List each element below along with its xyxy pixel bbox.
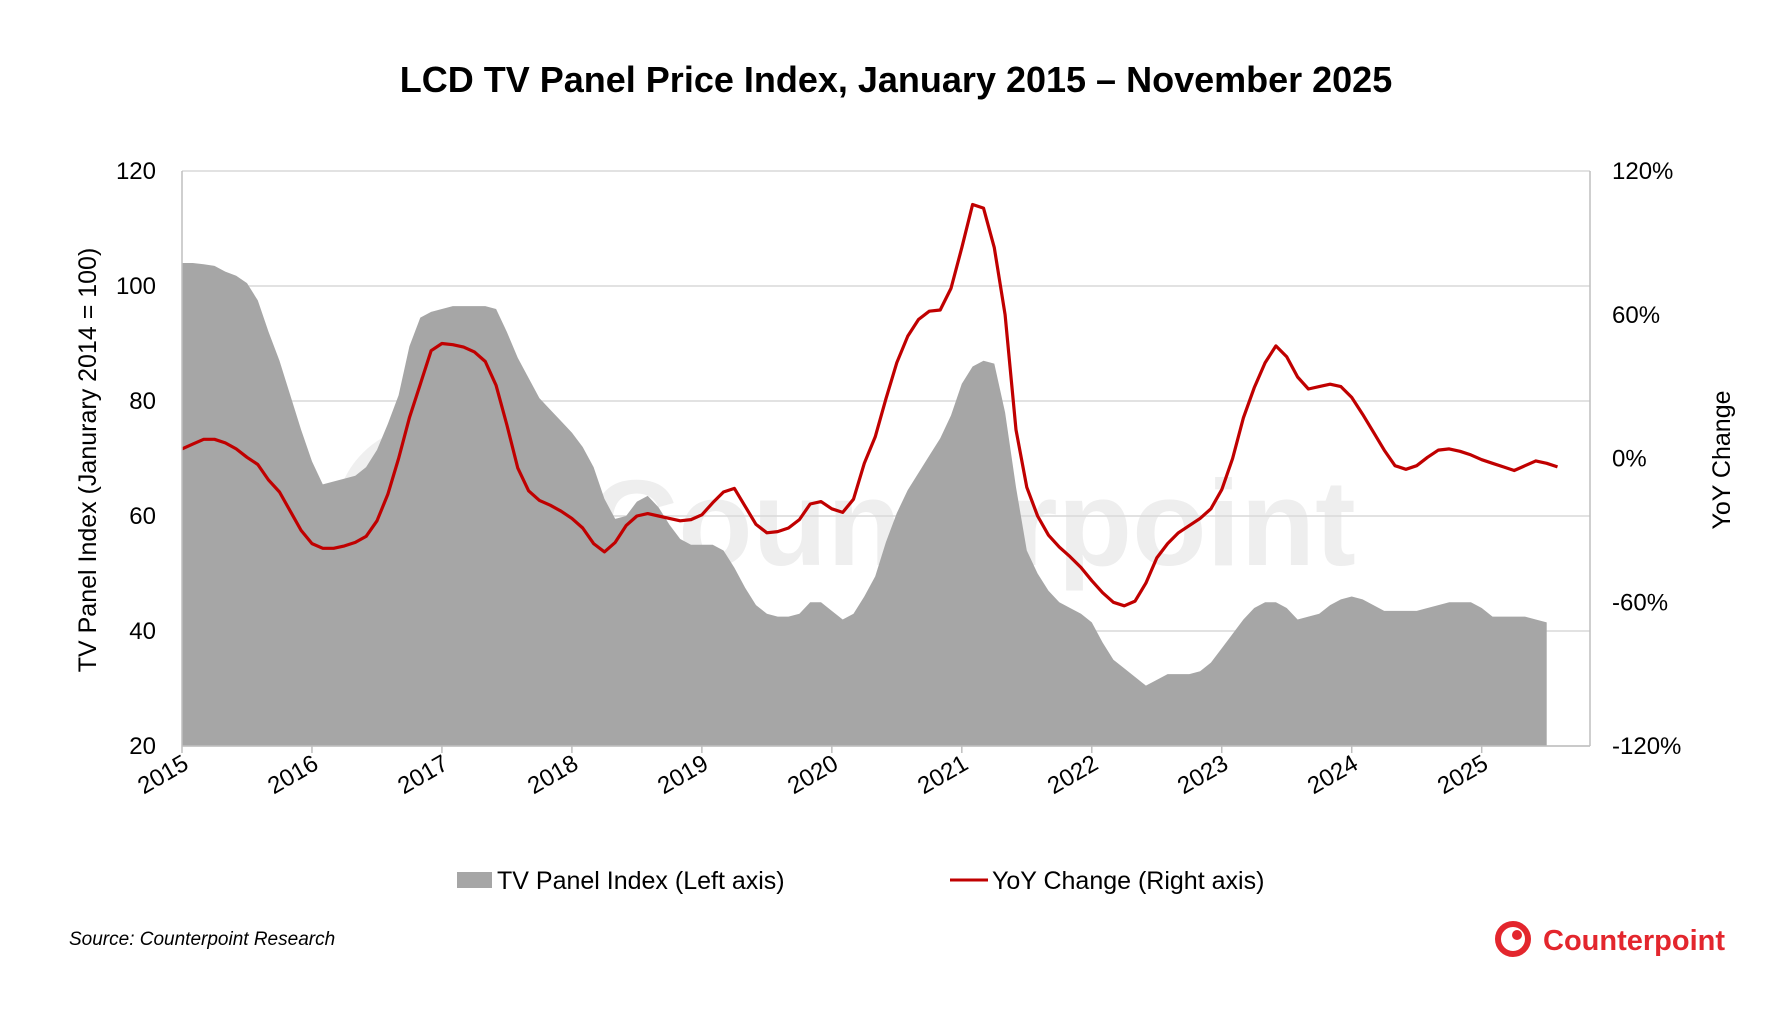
left-tick-label: 120 bbox=[116, 158, 156, 185]
counterpoint-logo-icon bbox=[1495, 921, 1531, 957]
left-tick-label: 40 bbox=[129, 618, 156, 645]
axes bbox=[181, 171, 1591, 747]
right-tick-label: 0% bbox=[1612, 446, 1647, 473]
x-tick-label: 2018 bbox=[523, 750, 583, 800]
left-tick-label: 60 bbox=[129, 503, 156, 530]
x-tick-label: 2023 bbox=[1173, 750, 1233, 800]
x-tick-label: 2021 bbox=[913, 750, 973, 800]
left-tick-label: 100 bbox=[116, 273, 156, 300]
x-tick-label: 2019 bbox=[653, 750, 713, 800]
right-tick-label: 120% bbox=[1612, 158, 1673, 185]
x-tick-label: 2017 bbox=[393, 750, 453, 800]
left-axis-ticks: 20 40 60 80 100 120 bbox=[116, 158, 156, 760]
x-tick-label: 2022 bbox=[1043, 750, 1103, 800]
chart-title: LCD TV Panel Price Index, January 2015 –… bbox=[400, 59, 1392, 100]
x-tick-label: 2020 bbox=[783, 750, 843, 800]
x-tick-label: 2016 bbox=[263, 750, 323, 800]
right-axis-title: YoY Change bbox=[1708, 390, 1736, 529]
legend-swatch-index bbox=[457, 872, 492, 888]
right-tick-label: -120% bbox=[1612, 733, 1681, 760]
right-tick-label: -60% bbox=[1612, 589, 1668, 616]
line-series-yoy-change bbox=[181, 202, 1559, 608]
legend-label-yoy: YoY Change (Right axis) bbox=[992, 867, 1264, 895]
x-tick-label: 2024 bbox=[1303, 750, 1363, 800]
x-tick-label: 2025 bbox=[1433, 750, 1493, 800]
brand-name: Counterpoint bbox=[1543, 925, 1725, 957]
line-series-layer bbox=[181, 202, 1559, 608]
area-series-tv-panel-index bbox=[182, 263, 1547, 746]
right-axis-ticks: -120% -60% 0% 60% 120% bbox=[1612, 158, 1681, 760]
brand-logo: Counterpoint bbox=[1495, 921, 1725, 957]
counterpoint-logo-dot bbox=[1512, 930, 1522, 940]
legend: TV Panel Index (Left axis) YoY Change (R… bbox=[457, 867, 1264, 895]
left-tick-label: 80 bbox=[129, 388, 156, 415]
x-axis-ticks: 2015 2016 2017 2018 2019 2020 2021 2022 2023 2024… bbox=[133, 746, 1493, 800]
left-axis-title: TV Panel Index (Janurary 2014 = 100) bbox=[74, 248, 102, 673]
source-note: Source: Counterpoint Research bbox=[69, 929, 335, 950]
left-tick-label: 20 bbox=[129, 733, 156, 760]
area-series-layer bbox=[182, 263, 1547, 746]
right-tick-label: 60% bbox=[1612, 302, 1660, 329]
legend-label-index: TV Panel Index (Left axis) bbox=[497, 867, 785, 895]
